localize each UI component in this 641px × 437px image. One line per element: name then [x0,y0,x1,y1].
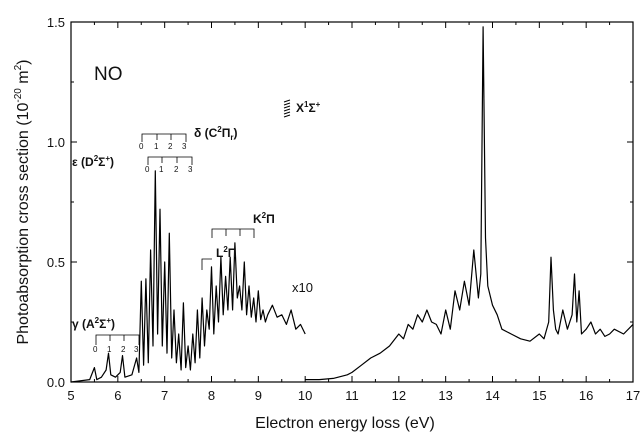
series-group [70,26,634,383]
delta-progression-bracket [141,133,187,142]
epsilon-band-annotation: ε (D2Σ+) 0 1 2 3 [72,154,193,174]
axes: 5 6 7 8 9 10 11 12 13 14 15 16 170.00.51.01.5 [47,15,640,403]
gamma-band-annotation: γ (A2Σ+) 0 1 2 3 [72,316,140,354]
gamma-band-label: γ (A2Σ+) [72,316,115,331]
gamma-v0: 0 [93,345,98,354]
x-tick-label: 12 [392,388,406,403]
gamma-v2: 2 [121,345,126,354]
scale-note: x10 [292,280,313,295]
x-tick-label: 7 [161,388,168,403]
x-tick-label: 11 [345,388,359,403]
l-band-annotation: L2Π [201,245,236,270]
molecule-label: NO [94,64,123,85]
x-tick-label: 15 [532,388,546,403]
series-line-2 [305,26,634,381]
l-progression-bracket [201,258,212,270]
x-tick-label: 13 [438,388,452,403]
k-progression-bracket [211,228,255,238]
x-tick-label: 8 [208,388,215,403]
y-tick-label: 1.0 [47,135,65,150]
y-tick-label: 1.5 [47,15,65,30]
x-tick-label: 14 [485,388,499,403]
delta-band-annotation: 0 1 2 3 δ (C2Πr) [139,125,238,151]
x-tick-label: 6 [114,388,121,403]
y-tick-label: 0.0 [47,375,65,390]
delta-v2: 2 [168,142,173,151]
y-axis-title: Photoabsorption cross section (10-20 m2) [13,59,32,344]
l-band-label: L2Π [216,245,236,260]
delta-v0: 0 [139,142,144,151]
k-band-annotation: K2Π [211,211,275,238]
delta-band-label: δ (C2Πr) [194,125,238,142]
series-line-1 [70,170,306,383]
x-state-label: X1Σ+ [296,100,321,115]
epsilon-v0: 0 [145,165,150,174]
gamma-v3: 3 [134,345,139,354]
gamma-progression-bracket [95,334,140,345]
x-state-hatch [283,99,291,118]
x-tick-label: 9 [255,388,262,403]
x-tick-label: 5 [67,388,74,403]
x-tick-label: 10 [298,388,312,403]
y-tick-label: 0.5 [47,255,65,270]
k-band-label: K2Π [253,211,275,226]
delta-v1: 1 [154,142,159,151]
epsilon-v1: 1 [159,165,164,174]
x-tick-label: 16 [579,388,593,403]
gamma-v1: 1 [107,345,112,354]
epsilon-progression-bracket [147,156,193,165]
x-tick-label: 17 [626,388,640,403]
epsilon-v2: 2 [174,165,179,174]
epsilon-v3: 3 [188,165,193,174]
x-axis-title: Electron energy loss (eV) [255,415,435,432]
x-state-annotation: X1Σ+ [283,99,321,118]
delta-v3: 3 [182,142,187,151]
epsilon-band-label: ε (D2Σ+) [72,154,114,169]
